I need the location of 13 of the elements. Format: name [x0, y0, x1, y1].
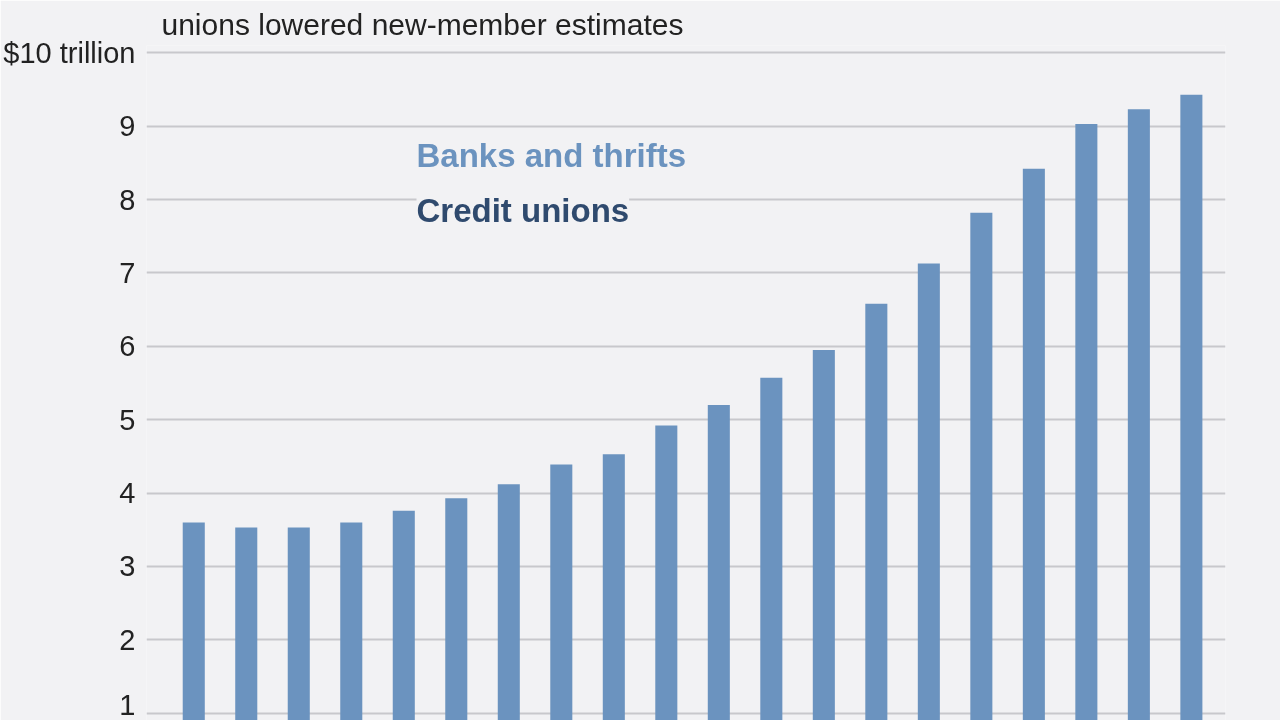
y-tick-label: 8 [119, 183, 136, 216]
chart-title: unions lowered new-member estimates [161, 7, 684, 41]
y-tick-label: 3 [119, 550, 136, 583]
y-tick-label: 5 [119, 403, 136, 436]
legend-label: Credit unions [416, 192, 630, 229]
y-tick-label: 9 [119, 110, 136, 143]
y-tick-label: 2 [119, 623, 136, 656]
text: Banks and thrifts [416, 137, 687, 174]
y-tick-label: 7 [119, 256, 136, 289]
y-tick-label: 4 [119, 477, 136, 510]
y-tick-label: 1 [119, 688, 136, 720]
y-tick-label: 6 [119, 330, 136, 363]
y-tick-label: $10 trillion [3, 36, 136, 69]
